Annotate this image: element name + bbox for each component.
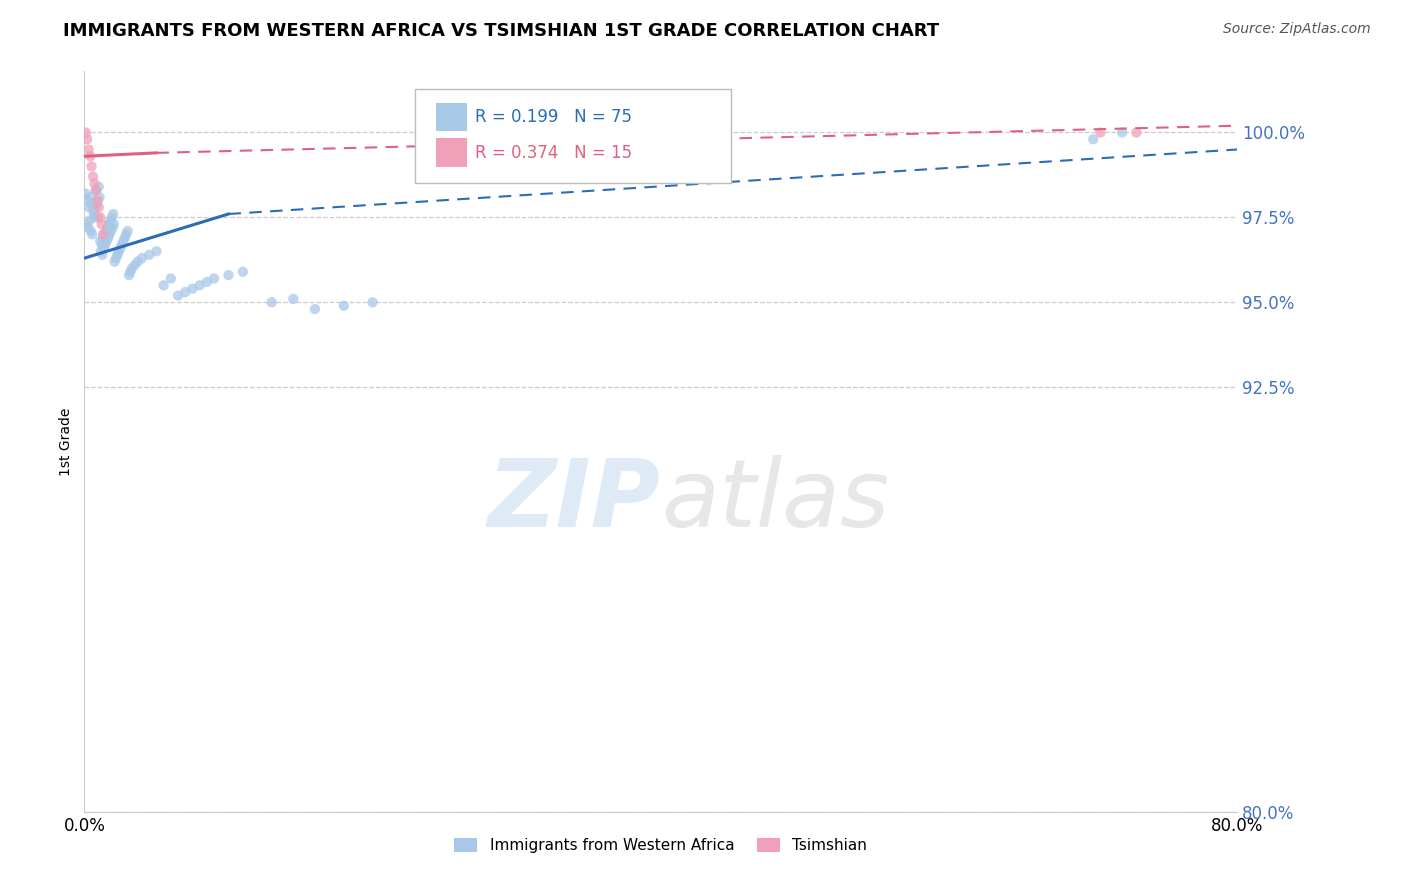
Point [80, 224, 103, 238]
Point [97, 231, 120, 245]
Point [105, 251, 128, 265]
Point [115, 227, 138, 242]
Point [108, 244, 131, 259]
Point [77, 200, 100, 214]
Point [86, 211, 108, 225]
Point [100, 211, 122, 225]
Point [107, 248, 129, 262]
Point [91, 227, 114, 242]
Point [84, 183, 107, 197]
Point [84, 200, 107, 214]
Point [90, 237, 112, 252]
Text: Source: ZipAtlas.com: Source: ZipAtlas.com [1223, 22, 1371, 37]
Point [188, 278, 211, 293]
Point [117, 224, 139, 238]
Point [76, 194, 98, 208]
Point [79, 149, 101, 163]
Point [110, 241, 132, 255]
Point [101, 220, 124, 235]
Point [98, 214, 121, 228]
Point [1083, 132, 1105, 146]
Point [89, 211, 111, 225]
Point [232, 265, 254, 279]
Point [84, 183, 107, 197]
Point [100, 224, 122, 238]
Point [83, 211, 105, 225]
Point [174, 285, 197, 299]
Point [124, 258, 146, 272]
Point [138, 248, 160, 262]
Point [98, 227, 121, 242]
Point [260, 295, 283, 310]
Text: ZIP: ZIP [488, 455, 661, 547]
Point [86, 194, 108, 208]
Point [103, 217, 125, 231]
Text: atlas: atlas [661, 455, 889, 546]
Point [86, 196, 108, 211]
Point [83, 207, 105, 221]
Text: R = 0.199   N = 75: R = 0.199 N = 75 [475, 108, 633, 126]
Point [79, 214, 101, 228]
Point [82, 169, 104, 184]
Point [121, 261, 143, 276]
Point [93, 241, 115, 255]
Point [89, 234, 111, 248]
Point [87, 194, 110, 208]
Point [112, 234, 135, 248]
Point [96, 234, 118, 248]
Point [80, 160, 103, 174]
Y-axis label: 1st Grade: 1st Grade [59, 408, 73, 475]
Point [90, 217, 112, 231]
Point [120, 265, 142, 279]
Point [80, 196, 103, 211]
Point [361, 295, 384, 310]
Point [103, 207, 124, 221]
Point [104, 254, 127, 268]
Point [181, 282, 204, 296]
Point [111, 237, 134, 252]
Point [1090, 126, 1112, 140]
Point [1111, 126, 1133, 140]
Point [145, 244, 167, 259]
Point [91, 231, 114, 245]
Point [79, 190, 101, 204]
Point [202, 271, 225, 285]
Point [195, 275, 218, 289]
Point [96, 220, 118, 235]
Point [283, 292, 305, 306]
Point [87, 179, 110, 194]
Point [152, 278, 174, 293]
Point [90, 244, 112, 259]
Text: IMMIGRANTS FROM WESTERN AFRICA VS TSIMSHIAN 1ST GRADE CORRELATION CHART: IMMIGRANTS FROM WESTERN AFRICA VS TSIMSH… [63, 22, 939, 40]
Point [127, 254, 149, 268]
Point [82, 203, 104, 218]
Point [94, 224, 117, 238]
Point [82, 227, 104, 242]
Point [87, 200, 110, 214]
Point [97, 217, 120, 231]
Point [76, 132, 98, 146]
Point [83, 177, 105, 191]
Point [91, 248, 114, 262]
Text: R = 0.374   N = 15: R = 0.374 N = 15 [475, 144, 633, 161]
Point [167, 288, 190, 302]
Point [131, 251, 153, 265]
Point [77, 143, 100, 157]
Legend: Immigrants from Western Africa, Tsimshian: Immigrants from Western Africa, Tsimshia… [449, 832, 873, 860]
Point [1125, 126, 1147, 140]
Point [333, 299, 356, 313]
Point [93, 227, 115, 242]
Point [75, 186, 97, 201]
Point [114, 231, 136, 245]
Point [77, 220, 100, 235]
Point [76, 217, 98, 231]
Point [218, 268, 240, 282]
Point [94, 237, 117, 252]
Point [304, 302, 326, 317]
Point [75, 126, 97, 140]
Point [118, 268, 141, 282]
Point [89, 190, 111, 204]
Point [160, 271, 183, 285]
